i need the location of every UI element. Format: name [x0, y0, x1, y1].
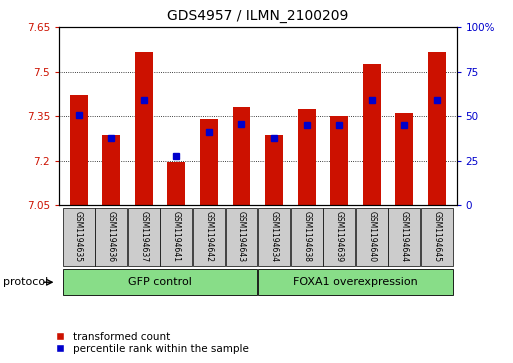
- Bar: [323, 208, 355, 266]
- Bar: [226, 208, 258, 266]
- Bar: [388, 208, 420, 266]
- Bar: [428, 52, 446, 205]
- Bar: [193, 208, 225, 266]
- Legend: transformed count, percentile rank within the sample: transformed count, percentile rank withi…: [54, 330, 251, 356]
- Bar: [70, 95, 88, 205]
- Text: FOXA1 overexpression: FOXA1 overexpression: [293, 277, 418, 287]
- Bar: [135, 52, 153, 205]
- Bar: [330, 116, 348, 205]
- Text: GSM1194643: GSM1194643: [237, 211, 246, 262]
- Bar: [102, 135, 120, 205]
- Text: protocol: protocol: [3, 277, 48, 287]
- Bar: [63, 208, 94, 266]
- Bar: [421, 208, 453, 266]
- Text: GSM1194638: GSM1194638: [302, 211, 311, 262]
- Bar: [396, 113, 413, 205]
- Text: GSM1194634: GSM1194634: [269, 211, 279, 262]
- Bar: [232, 107, 250, 205]
- Text: GFP control: GFP control: [128, 277, 192, 287]
- Bar: [128, 208, 160, 266]
- Bar: [356, 208, 388, 266]
- Bar: [258, 208, 290, 266]
- Bar: [167, 162, 185, 205]
- Text: GSM1194637: GSM1194637: [139, 211, 148, 262]
- Title: GDS4957 / ILMN_2100209: GDS4957 / ILMN_2100209: [167, 9, 348, 24]
- Text: GSM1194640: GSM1194640: [367, 211, 377, 262]
- Bar: [291, 208, 323, 266]
- Text: GSM1194636: GSM1194636: [107, 211, 115, 262]
- Text: GSM1194641: GSM1194641: [172, 211, 181, 262]
- Text: GSM1194645: GSM1194645: [432, 211, 442, 262]
- Bar: [95, 208, 127, 266]
- Bar: [298, 109, 315, 205]
- Text: GSM1194635: GSM1194635: [74, 211, 83, 262]
- Bar: [265, 135, 283, 205]
- Bar: [161, 208, 192, 266]
- Bar: [200, 119, 218, 205]
- Bar: [258, 269, 453, 295]
- Text: GSM1194642: GSM1194642: [204, 211, 213, 262]
- Text: GSM1194639: GSM1194639: [335, 211, 344, 262]
- Bar: [363, 64, 381, 205]
- Bar: [63, 269, 258, 295]
- Text: GSM1194644: GSM1194644: [400, 211, 409, 262]
